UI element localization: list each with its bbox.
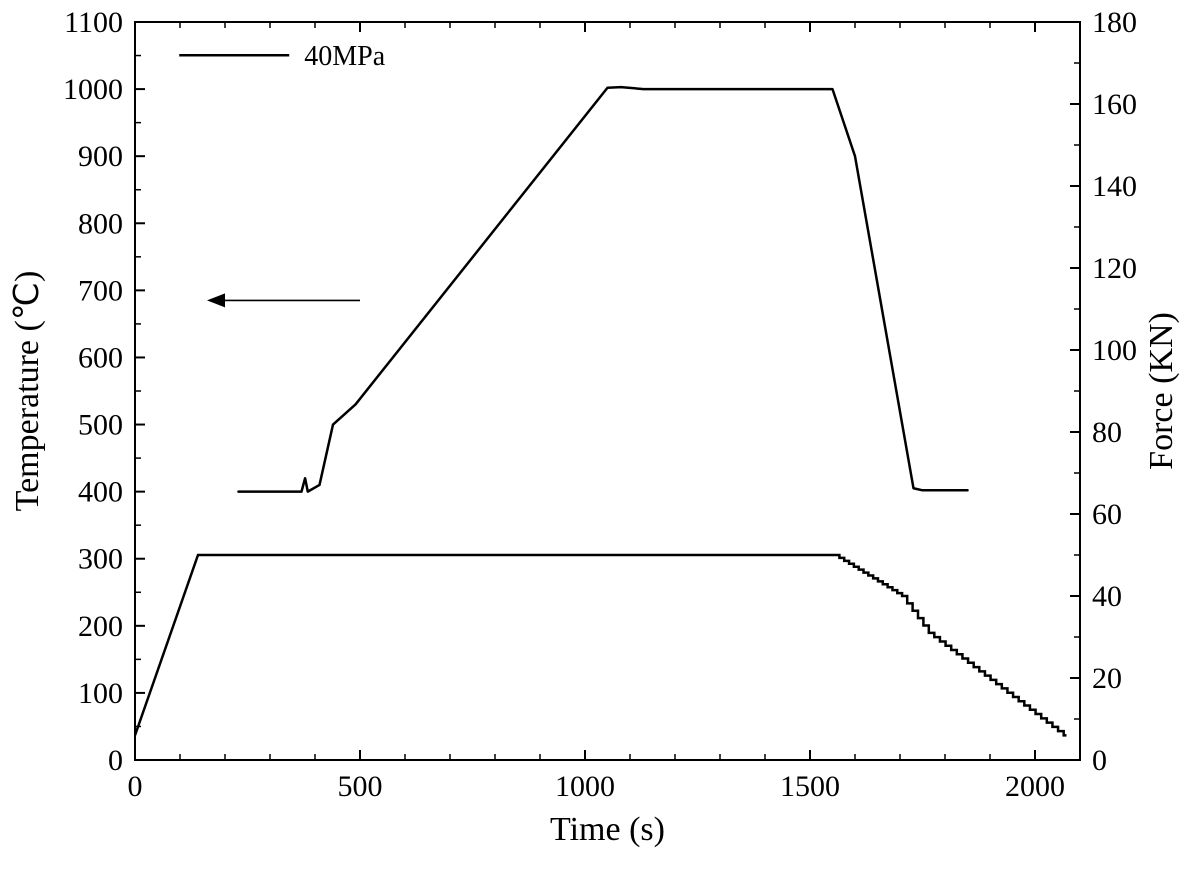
yr-tick-label: 100 <box>1092 334 1137 367</box>
yl-tick-label: 0 <box>108 744 123 777</box>
x-axis-label: Time (s) <box>550 811 665 848</box>
yl-tick-label: 600 <box>78 341 123 374</box>
yr-tick-label: 160 <box>1092 88 1137 121</box>
yr-tick-label: 180 <box>1092 6 1137 39</box>
yl-tick-label: 1000 <box>63 73 123 106</box>
yl-tick-label: 300 <box>78 543 123 576</box>
yr-tick-label: 0 <box>1092 744 1107 777</box>
x-tick-label: 500 <box>338 770 383 803</box>
chart-container: 0500100015002000010020030040050060070080… <box>0 0 1197 887</box>
yl-tick-label: 100 <box>78 677 123 710</box>
plot-box <box>135 22 1080 760</box>
yr-tick-label: 140 <box>1092 170 1137 203</box>
yl-tick-label: 1100 <box>64 6 123 39</box>
force-line <box>135 555 1067 735</box>
yr-tick-label: 20 <box>1092 662 1122 695</box>
yr-tick-label: 60 <box>1092 498 1122 531</box>
yl-tick-label: 700 <box>78 274 123 307</box>
x-tick-label: 2000 <box>1005 770 1065 803</box>
yr-tick-label: 120 <box>1092 252 1137 285</box>
legend-label: 40MPa <box>304 41 385 72</box>
yr-tick-label: 40 <box>1092 580 1122 613</box>
arrow-head-icon <box>207 293 225 307</box>
x-tick-label: 1000 <box>555 770 615 803</box>
x-tick-label: 0 <box>128 770 143 803</box>
dual-axis-chart: 0500100015002000010020030040050060070080… <box>0 0 1197 887</box>
y-left-axis-label: Temperature (℃) <box>9 271 46 512</box>
yl-tick-label: 500 <box>78 409 123 442</box>
yr-tick-label: 80 <box>1092 416 1122 449</box>
yl-tick-label: 900 <box>78 140 123 173</box>
x-tick-label: 1500 <box>780 770 840 803</box>
temperature-line <box>239 87 968 492</box>
y-right-axis-label: Force (KN) <box>1143 312 1180 470</box>
yl-tick-label: 400 <box>78 476 123 509</box>
yl-tick-label: 800 <box>78 207 123 240</box>
yl-tick-label: 200 <box>78 610 123 643</box>
